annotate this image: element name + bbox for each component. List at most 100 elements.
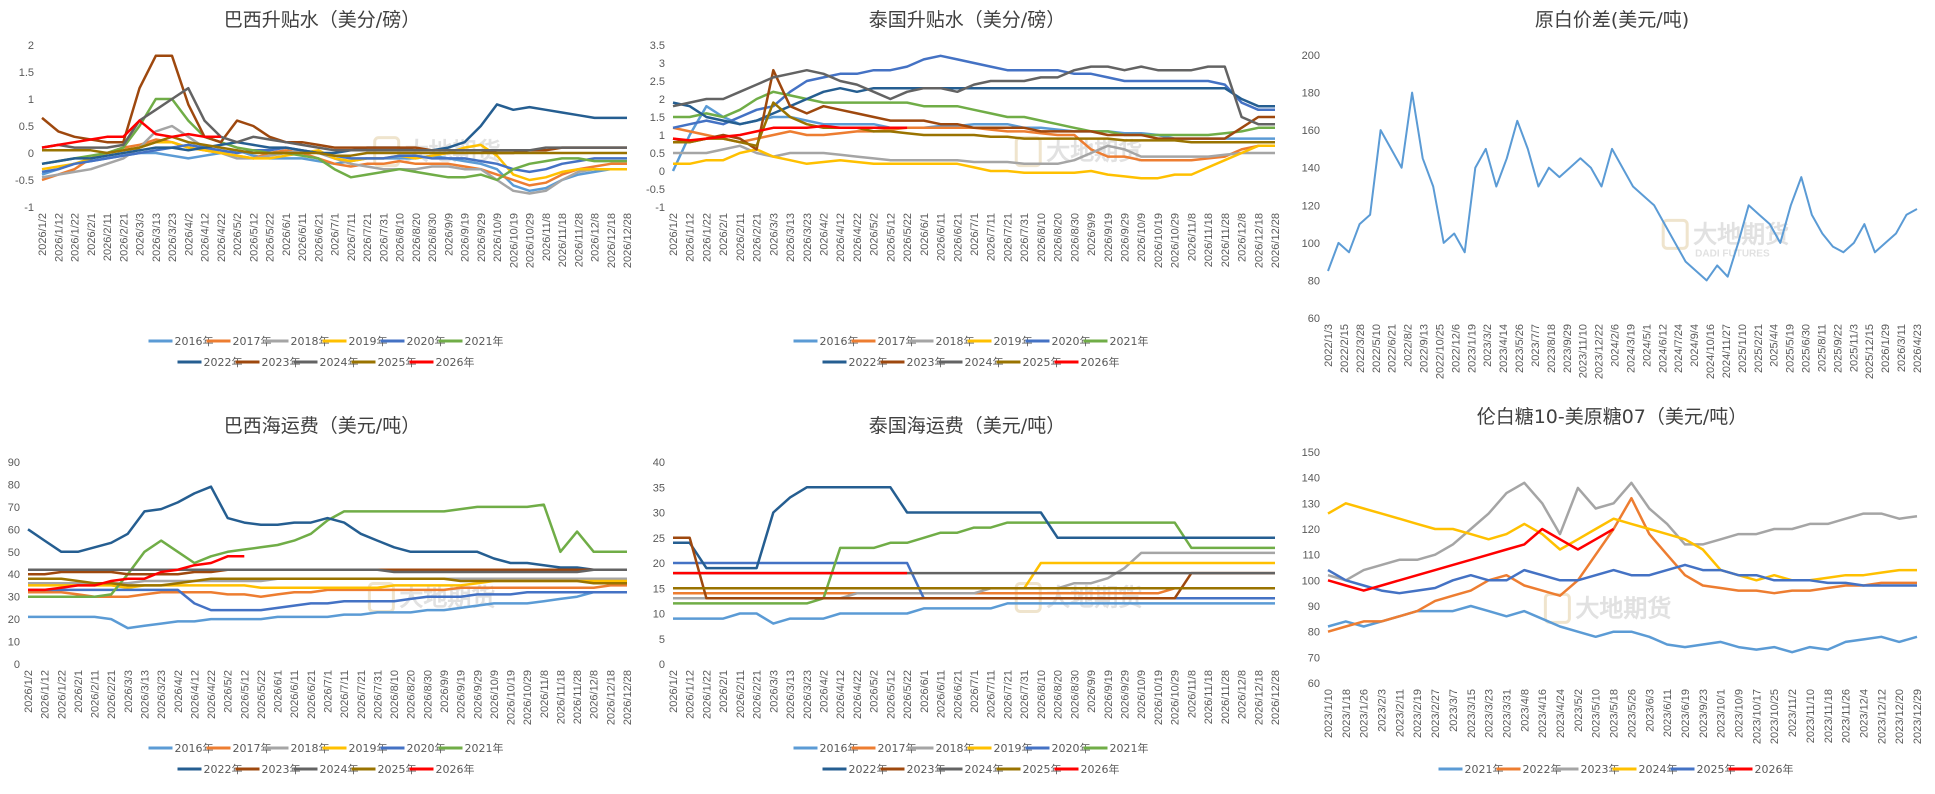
x-tick-label: 2023/10/17 [1751, 689, 1763, 744]
x-tick-label: 2026/10/29 [525, 213, 537, 268]
y-tick-label: 140 [1302, 163, 1320, 175]
legend-label: 2026年 [1755, 762, 1794, 776]
legend-item: 2021年 [1083, 741, 1149, 755]
x-tick-label: 2026/5/2 [223, 670, 235, 713]
chart-brazil-freight: 巴西海运费（美元/吨） 0 10 20 30 40 50 60 70 80 90 2026/1/2 20… [0, 397, 645, 794]
legend-item: 2025年 [351, 762, 417, 776]
x-tick-label: 2026/1/2 [23, 670, 35, 713]
chart-thai-freight: 泰国海运费（美元/吨） 0 5 10 15 20 25 30 35 40 2026/1/2 2026/… [645, 397, 1290, 794]
x-tick-label: 2026/5/12 [885, 670, 897, 719]
legend-label: 2019年 [994, 334, 1033, 348]
x-tick-label: 2026/7/1 [969, 670, 981, 713]
y-tick-label: 150 [1302, 447, 1320, 459]
series-line [672, 124, 908, 142]
y-tick-label: 70 [1308, 652, 1320, 664]
legend-item: 2018年 [264, 741, 330, 755]
y-tick-label: 1.5 [650, 112, 665, 124]
x-tick-label: 2026/10/9 [489, 670, 501, 719]
series-line [1327, 604, 1918, 654]
x-tick-label: 2026/3/23 [802, 213, 814, 262]
legend-item: 2024年 [293, 355, 359, 369]
series-line [673, 602, 1275, 625]
x-tick-label: 2026/7/21 [1002, 213, 1014, 262]
legend-item: 2022年 [177, 355, 243, 369]
y-tick-label: 80 [8, 479, 20, 491]
x-tick-label: 2025/6/30 [1801, 324, 1813, 373]
legend-label: 2025年 [1697, 762, 1736, 776]
x-tick-label: 2026/4/12 [189, 670, 201, 719]
x-tick-label: 2026/6/1 [919, 213, 931, 256]
x-tick-label: 2022/8/2 [1403, 324, 1415, 367]
x-tick-label: 2026/9/29 [1120, 213, 1132, 262]
y-tick-label: 35 [653, 482, 665, 494]
x-tick-label: 2024/3/19 [1625, 324, 1637, 373]
x-tick-label: 2026/1/22 [70, 213, 82, 262]
x-tick-label: 2026/7/11 [346, 213, 358, 261]
y-tick-label: 0.5 [650, 148, 665, 160]
x-tick-label: 2026/8/10 [395, 213, 407, 262]
legend-item: 2020年 [380, 334, 446, 348]
x-tick-label: 2026/11/28 [1220, 213, 1232, 267]
legend-label: 2016年 [820, 741, 859, 755]
x-tick-label: 2024/10/16 [1705, 324, 1717, 379]
legend-item: 2018年 [909, 334, 975, 348]
legend-label: 2023年 [907, 762, 946, 776]
x-tick-label: 2026/3/3 [135, 213, 147, 256]
x-tick-label: 2026/2/1 [86, 213, 98, 256]
x-tick-label: 2026/7/1 [969, 213, 981, 256]
legend-item: 2017年 [206, 334, 272, 348]
x-tick-label: 2026/9/19 [1103, 670, 1115, 719]
legend-label: 2025年 [378, 355, 417, 369]
x-tick-label: 2026/10/19 [506, 670, 518, 725]
x-tick-label: 2026/4/2 [819, 213, 831, 256]
legend-label: 2021年 [1110, 334, 1149, 348]
x-tick-label: 2026/12/28 [622, 213, 634, 268]
x-tick-label: 2023/4/16 [1537, 689, 1549, 738]
y-tick-label: -1 [655, 202, 665, 214]
x-tick-label: 2023/4/14 [1498, 324, 1510, 373]
x-tick-label: 2026/2/11 [735, 213, 747, 261]
y-tick-label: 1.5 [19, 67, 34, 79]
series-line [672, 65, 1275, 126]
x-tick-label: 2026/4/12 [835, 213, 847, 262]
x-tick-label: 2026/8/10 [1036, 213, 1048, 262]
x-tick-label: 2023/4/24 [1555, 689, 1567, 738]
legend-item: 2020年 [1025, 334, 1091, 348]
x-tick-label: 2023/1/19 [1466, 324, 1478, 373]
series-line [1327, 563, 1917, 595]
x-tick-label: 2026/6/1 [919, 670, 931, 713]
chart-title: 原白价差(美元/吨) [1535, 9, 1689, 31]
x-tick-label: 2026/3/13 [785, 213, 797, 262]
legend-label: 2024年 [965, 762, 1004, 776]
y-tick-label: 90 [8, 457, 20, 469]
x-tick-label: 2026/7/11 [339, 670, 351, 718]
legend-item: 2025年 [996, 762, 1062, 776]
y-tick-label: 1 [28, 94, 34, 106]
x-tick-label: 2023/1/26 [1359, 689, 1371, 738]
x-tick-label: 2026/11/28 [572, 670, 584, 724]
x-tick-label: 2026/12/18 [605, 670, 617, 725]
x-tick-label: 2024/9/4 [1689, 324, 1701, 367]
legend-label: 2023年 [1581, 762, 1620, 776]
y-tick-label: 30 [653, 508, 665, 520]
x-tick-label: 2026/11/18 [557, 213, 569, 267]
x-tick-label: 2026/12/28 [1270, 213, 1282, 268]
x-tick-label: 2026/4/2 [183, 213, 195, 256]
chart-raw-white-spread: 原白价差(美元/吨) 60 80 100 120 140 160 180 200 2022/1/3… [1290, 0, 1935, 397]
series-line [28, 577, 627, 587]
series-line [672, 68, 1275, 151]
series-line [27, 485, 627, 571]
x-tick-label: 2022/9/13 [1419, 324, 1431, 373]
y-tick-label: 100 [1302, 575, 1320, 587]
x-tick-label: 2026/9/9 [1086, 213, 1098, 256]
series-line [1327, 481, 1918, 582]
x-tick-label: 2023/5/10 [1591, 689, 1603, 738]
y-tick-label: 0 [659, 166, 665, 178]
legend-item: 2020年 [1025, 741, 1091, 755]
legend-item: 2016年 [793, 741, 859, 755]
legend-item: 2017年 [851, 741, 917, 755]
series-line [1327, 91, 1918, 282]
x-tick-label: 2026/2/11 [735, 670, 747, 718]
series-line [1327, 502, 1917, 582]
legend-item: 2021年 [1438, 762, 1504, 776]
